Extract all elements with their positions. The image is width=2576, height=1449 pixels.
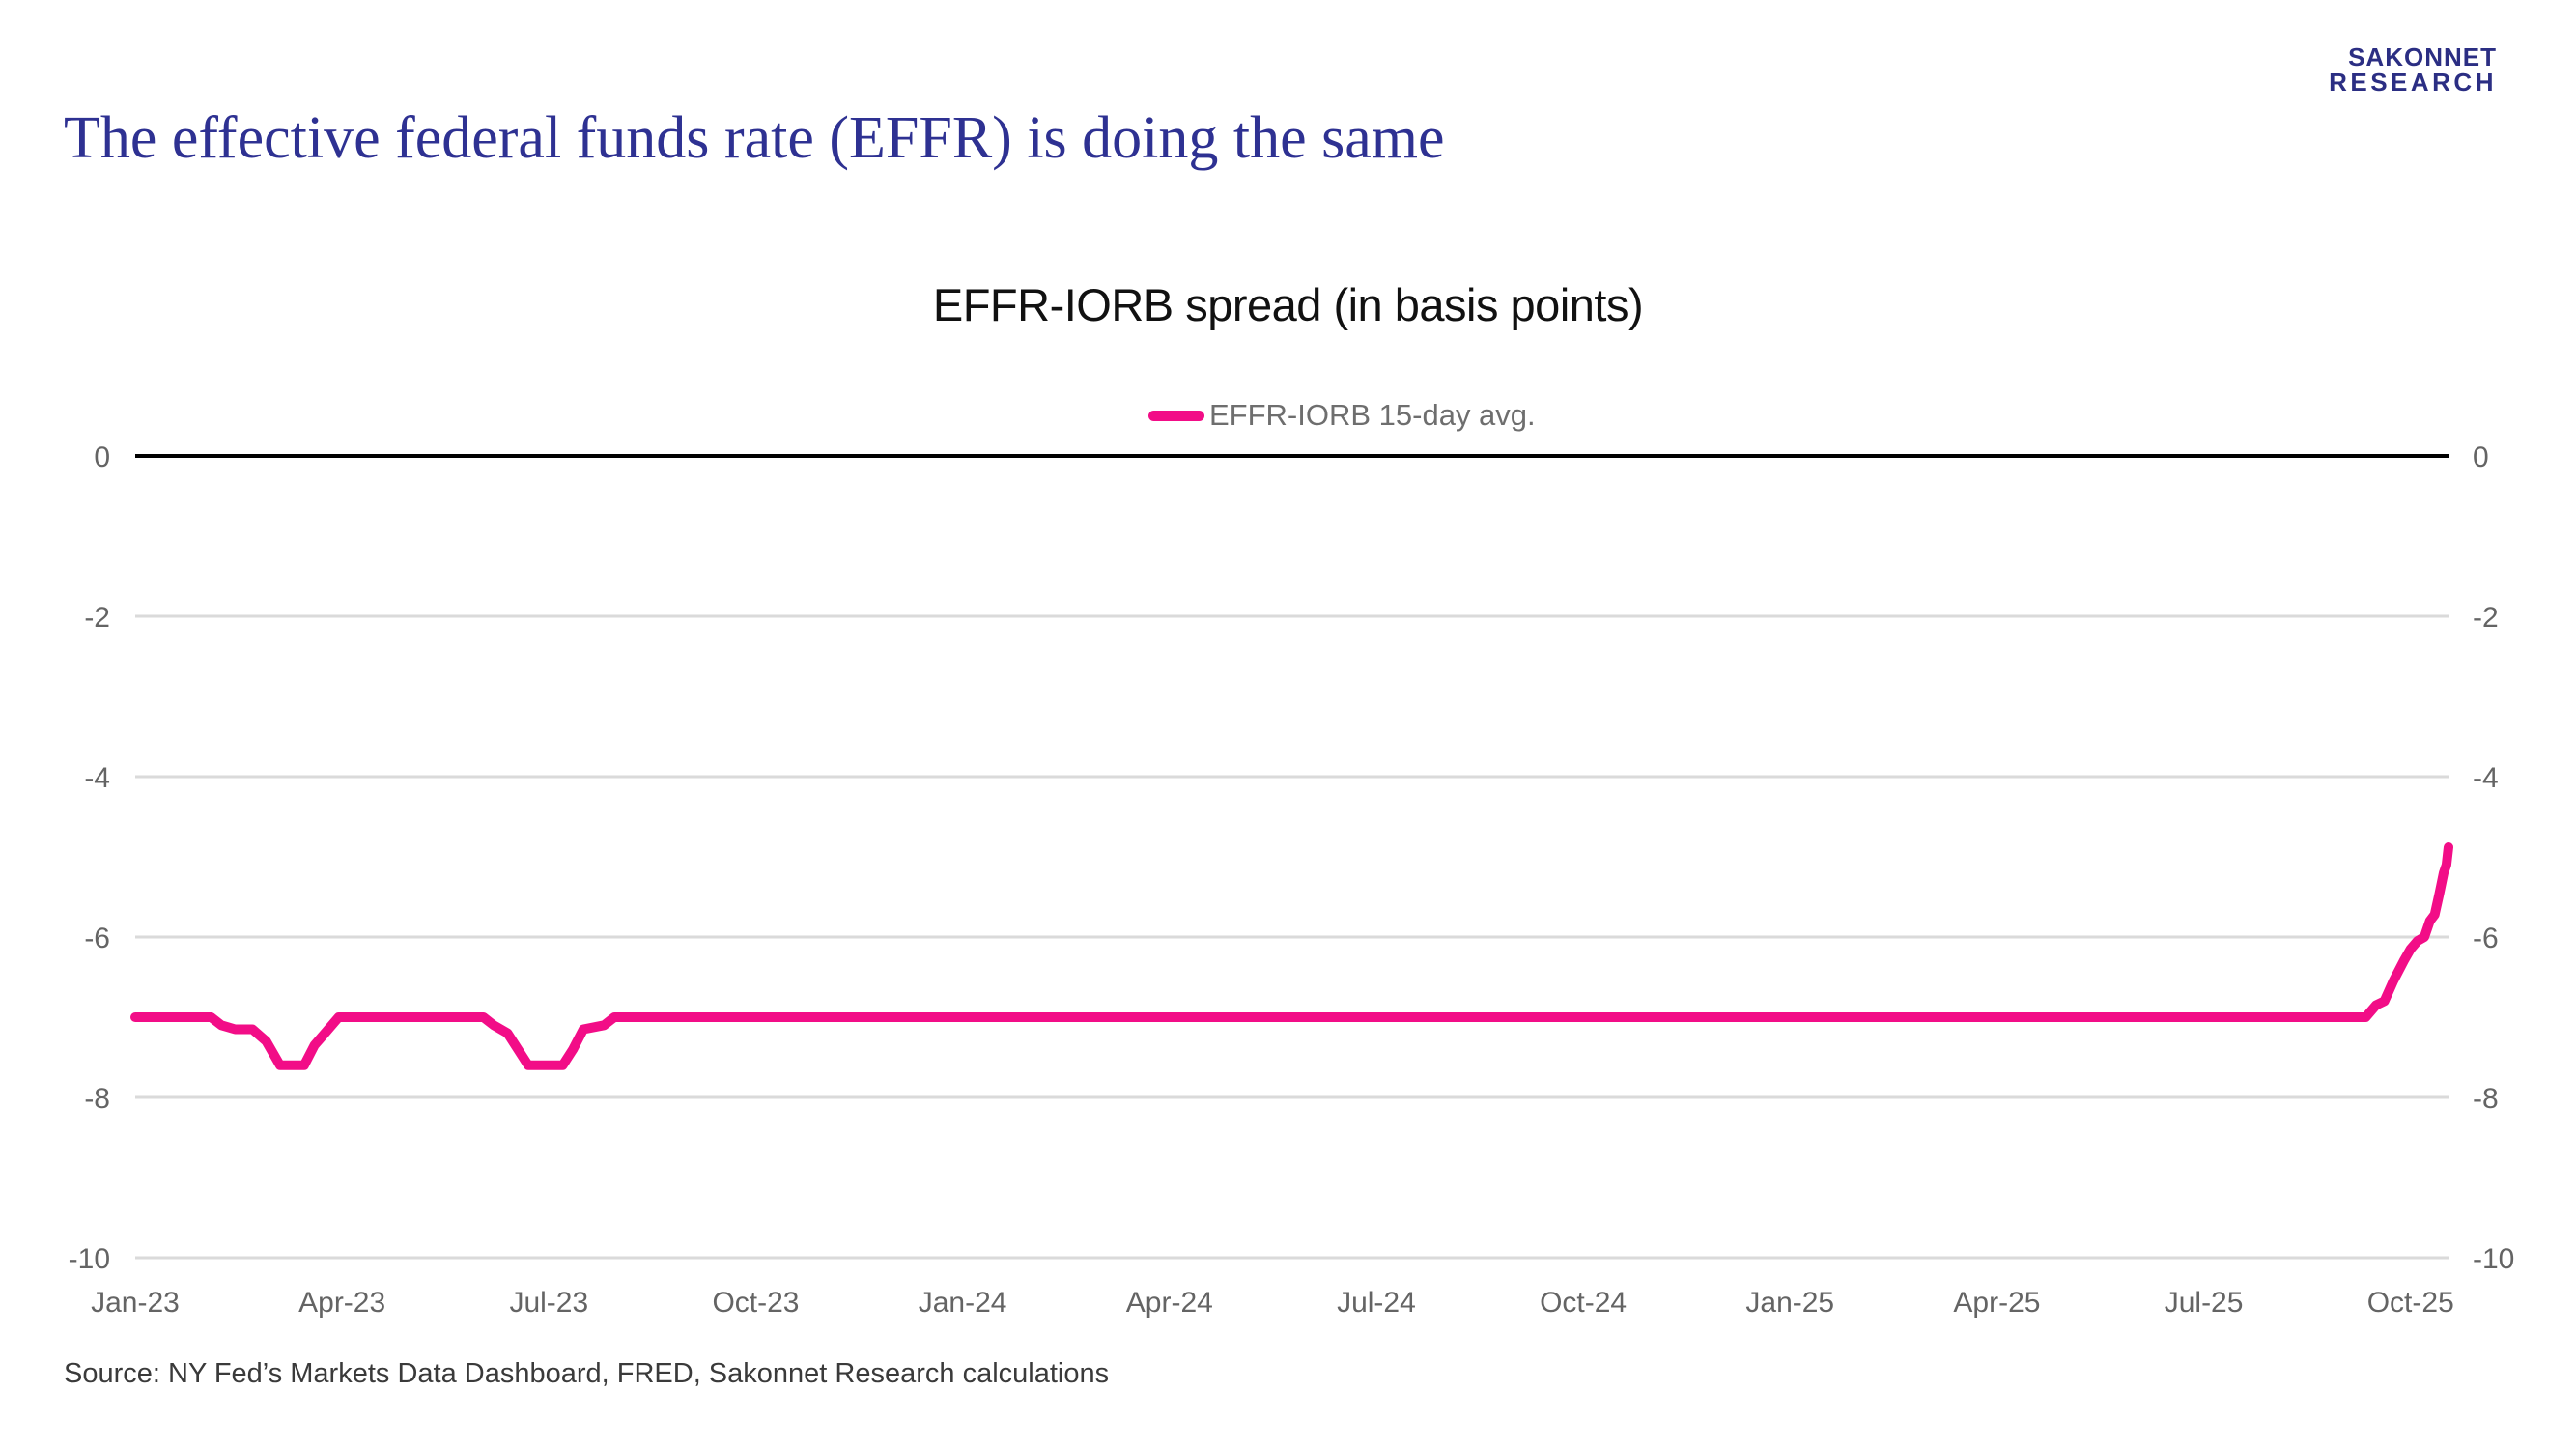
page-title: The effective federal funds rate (EFFR) … bbox=[64, 105, 1445, 171]
x-tick-label: Oct-25 bbox=[2367, 1287, 2454, 1319]
y-tick-label-right: -8 bbox=[2473, 1083, 2499, 1115]
x-tick-label: Jul-24 bbox=[1337, 1287, 1416, 1319]
y-tick-label-left: -6 bbox=[84, 923, 110, 954]
y-tick-label-left: -8 bbox=[84, 1083, 110, 1115]
x-tick-label: Oct-23 bbox=[712, 1287, 799, 1319]
chart-title: EFFR-IORB spread (in basis points) bbox=[932, 279, 1644, 330]
series-line-effr-iorb bbox=[130, 842, 2453, 1070]
x-tick-label: Apr-24 bbox=[1126, 1287, 1213, 1319]
y-tick-label-right: -10 bbox=[2473, 1243, 2514, 1275]
legend-line-swatch bbox=[1148, 410, 1204, 421]
sakonnet-research-logo: SAKONNET RESEARCH bbox=[2329, 44, 2497, 95]
logo-line-2: RESEARCH bbox=[2329, 68, 2497, 97]
y-tick-label-left: 0 bbox=[94, 441, 110, 473]
y-tick-label-right: 0 bbox=[2473, 441, 2489, 473]
x-tick-label: Jul-23 bbox=[509, 1287, 588, 1319]
x-tick-label: Jan-24 bbox=[919, 1287, 1007, 1319]
logo-line-1: SAKONNET bbox=[2348, 43, 2497, 71]
x-tick-label: Jul-25 bbox=[2165, 1287, 2244, 1319]
x-tick-label: Apr-25 bbox=[1953, 1287, 2040, 1319]
x-tick-label: Jan-23 bbox=[91, 1287, 180, 1319]
y-tick-label-right: -2 bbox=[2473, 602, 2499, 634]
legend-label: EFFR-IORB 15-day avg. bbox=[1209, 398, 1536, 432]
legend: EFFR-IORB 15-day avg. bbox=[1148, 398, 1536, 433]
y-tick-label-right: -4 bbox=[2473, 762, 2499, 794]
x-tick-label: Jan-25 bbox=[1745, 1287, 1834, 1319]
x-tick-label: Oct-24 bbox=[1540, 1287, 1627, 1319]
y-tick-label-left: -10 bbox=[69, 1243, 110, 1275]
y-tick-label-left: -2 bbox=[84, 602, 110, 634]
y-tick-label-left: -4 bbox=[84, 762, 110, 794]
y-tick-label-right: -6 bbox=[2473, 923, 2499, 954]
source-note: Source: NY Fed’s Markets Data Dashboard,… bbox=[64, 1358, 1110, 1389]
x-tick-label: Apr-23 bbox=[298, 1287, 385, 1319]
